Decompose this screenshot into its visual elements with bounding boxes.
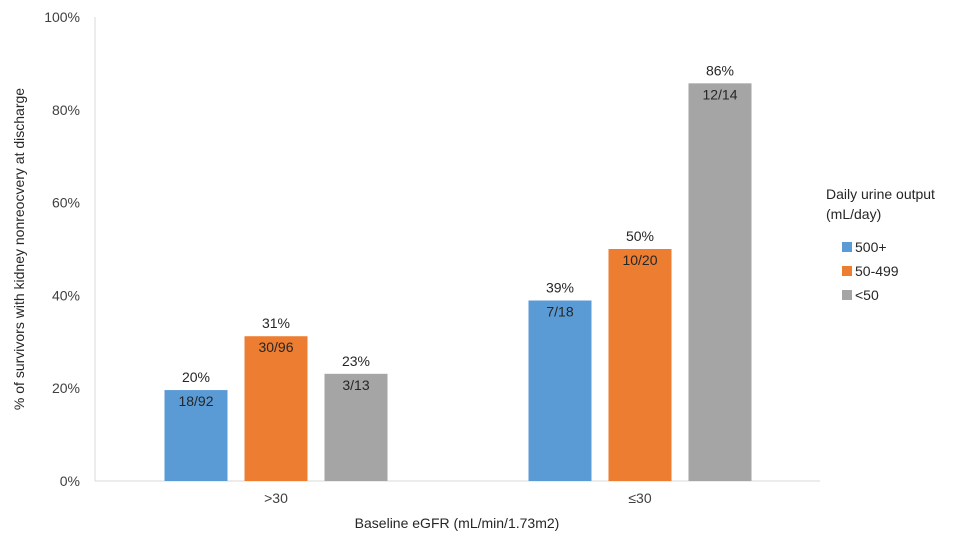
bar — [608, 249, 672, 481]
bar — [688, 83, 752, 482]
bar-count-label: 3/13 — [342, 377, 369, 393]
y-axis-title: % of survivors with kidney nonreocvery a… — [11, 88, 27, 410]
y-tick-label: 20% — [52, 380, 80, 396]
legend-label: 500+ — [855, 239, 887, 255]
y-tick-label: 100% — [44, 9, 80, 25]
x-axis: >30 ≤30 — [264, 490, 652, 506]
y-tick-label: 60% — [52, 195, 80, 211]
bars: 20% 18/92 31% 30/96 23% 3/13 39% 7/18 50% 10/20 86… — [164, 62, 752, 482]
x-axis-title: Baseline eGFR (mL/min/1.73m2) — [355, 515, 560, 531]
legend-swatch — [842, 266, 852, 276]
bar-percent-label: 20% — [182, 369, 210, 385]
bar — [528, 300, 592, 481]
bar-percent-label: 86% — [706, 62, 734, 78]
bar — [164, 390, 228, 481]
legend: Daily urine output (mL/day) 500+ 50-499 <50 — [826, 186, 935, 303]
legend-label: <50 — [855, 287, 879, 303]
legend-swatch — [842, 290, 852, 300]
legend-label: 50-499 — [855, 263, 899, 279]
legend-swatch — [842, 242, 852, 252]
y-axis: 0% 20% 40% 60% 80% 100% — [44, 9, 80, 489]
bar — [244, 336, 308, 481]
bar-count-label: 7/18 — [546, 304, 573, 320]
bar-percent-label: 50% — [626, 228, 654, 244]
y-tick-label: 0% — [60, 473, 80, 489]
legend-title: Daily urine output — [826, 186, 935, 202]
bar-count-label: 10/20 — [622, 252, 657, 268]
bar-percent-label: 39% — [546, 280, 574, 296]
bar — [324, 373, 388, 481]
x-tick-label: >30 — [264, 490, 288, 506]
y-tick-label: 80% — [52, 102, 80, 118]
legend-title: (mL/day) — [826, 206, 881, 222]
y-tick-label: 40% — [52, 287, 80, 303]
bar-percent-label: 23% — [342, 353, 370, 369]
x-tick-label: ≤30 — [628, 490, 651, 506]
bar-count-label: 12/14 — [702, 86, 737, 102]
bar-count-label: 30/96 — [258, 339, 293, 355]
bar-percent-label: 31% — [262, 315, 290, 331]
bar-count-label: 18/92 — [178, 393, 213, 409]
